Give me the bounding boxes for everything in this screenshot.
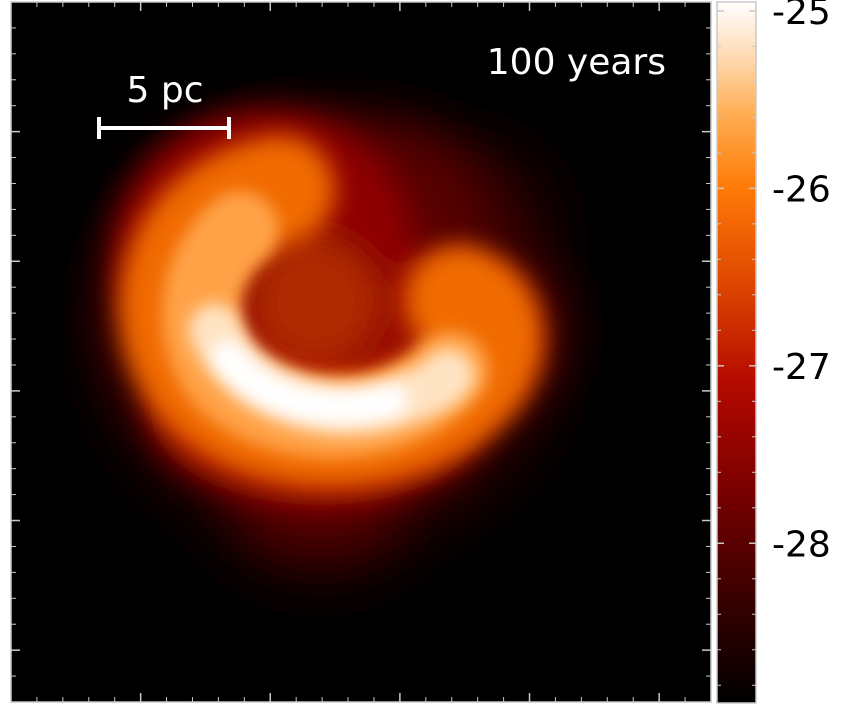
colorbar-tick-label: -28 [772,524,831,565]
plot-frame [10,1,712,703]
colorbar-tick-label: -27 [772,347,831,388]
scale-bar: 5 pc [97,70,231,139]
colorbar-frame [716,1,757,704]
time-annotation: 100 years [487,42,666,83]
scale-bar-label: 5 pc [127,70,204,111]
colorbar-fill [717,2,756,703]
colorbar-tick-labels: -25 -26 -27 -28 [772,0,831,565]
bright-core-arc [189,304,474,435]
colorbar-tick-label: -26 [772,169,831,210]
emission-structure [100,110,560,580]
colorbar-tick-label: -25 [772,0,831,33]
colorbar: -25 -26 -27 -28 [716,0,831,704]
frame-ticks [11,2,711,702]
colorbar-ticks [717,10,756,686]
density-map-panel [10,1,712,703]
